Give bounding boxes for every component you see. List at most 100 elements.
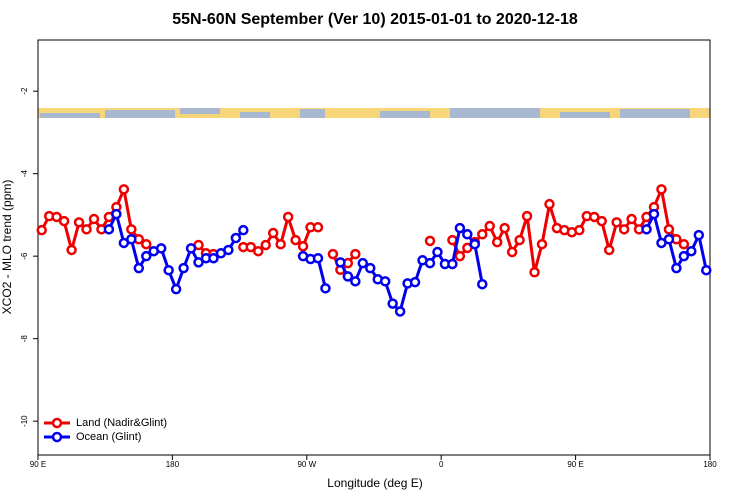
data-point xyxy=(208,252,219,264)
data-point xyxy=(499,222,510,234)
data-point xyxy=(663,224,675,235)
data-point xyxy=(312,252,324,264)
data-point xyxy=(514,234,525,246)
x-tick-label: 180 xyxy=(166,460,180,469)
map-strip xyxy=(38,108,710,118)
data-point xyxy=(454,250,466,262)
data-point xyxy=(185,243,197,254)
data-point xyxy=(320,283,331,294)
data-point xyxy=(447,234,458,246)
data-point xyxy=(447,258,458,270)
data-point xyxy=(379,276,391,287)
x-tick-label: 90 E xyxy=(567,460,583,469)
data-point xyxy=(618,224,630,235)
data-point xyxy=(611,217,622,228)
data-point xyxy=(506,246,518,258)
data-point xyxy=(350,276,361,287)
data-point xyxy=(126,224,137,235)
data-point xyxy=(529,267,540,278)
legend-marker xyxy=(51,417,63,429)
data-point xyxy=(365,262,376,274)
data-point xyxy=(103,224,115,235)
y-tick-label: -6 xyxy=(20,252,29,260)
data-point xyxy=(357,257,369,269)
data-point xyxy=(409,276,421,288)
data-point xyxy=(193,257,204,268)
data-point xyxy=(163,264,174,276)
legend-marker xyxy=(51,431,63,443)
x-tick-label: 180 xyxy=(703,460,717,469)
data-point xyxy=(238,224,249,236)
data-point xyxy=(312,222,324,233)
data-point xyxy=(230,232,242,244)
data-point xyxy=(626,213,637,225)
data-point xyxy=(126,233,137,245)
data-point xyxy=(394,306,406,317)
data-point xyxy=(603,244,615,256)
data-point xyxy=(297,241,309,252)
data-point xyxy=(491,236,503,248)
data-point xyxy=(133,262,145,274)
data-point xyxy=(387,298,398,309)
data-point xyxy=(648,208,660,220)
data-point xyxy=(155,243,167,254)
x-axis-label: Longitude (deg E) xyxy=(327,476,422,490)
y-tick-label: -8 xyxy=(20,335,29,343)
data-point xyxy=(477,229,488,240)
data-point xyxy=(290,234,301,246)
data-point xyxy=(656,184,667,195)
data-point xyxy=(260,239,271,251)
data-point xyxy=(253,245,264,257)
legend-label: Ocean (Glint) xyxy=(76,431,141,443)
data-point xyxy=(282,211,294,223)
data-point xyxy=(663,233,675,245)
y-tick-label: -2 xyxy=(20,87,29,95)
data-point xyxy=(477,278,488,290)
data-point xyxy=(178,262,189,274)
data-point xyxy=(678,238,690,250)
data-point xyxy=(66,244,77,256)
data-point xyxy=(424,235,436,247)
plot-frame xyxy=(37,39,711,456)
legend-label: Land (Nadir&Glint) xyxy=(76,417,167,429)
x-tick-label: 0 xyxy=(439,460,444,469)
data-point xyxy=(432,246,443,258)
data-point xyxy=(88,213,100,225)
data-point xyxy=(671,262,682,274)
data-point xyxy=(469,238,481,250)
y-tick-label: -10 xyxy=(20,415,29,427)
x-tick-label: 90 W xyxy=(297,460,316,469)
data-point xyxy=(141,250,152,262)
data-point xyxy=(73,217,85,228)
data-point xyxy=(141,238,152,250)
data-point xyxy=(342,271,354,282)
data-point xyxy=(424,257,436,269)
data-point xyxy=(484,220,495,232)
data-point xyxy=(223,244,234,256)
data-point xyxy=(327,248,339,260)
data-point xyxy=(462,229,473,240)
data-point xyxy=(596,215,607,227)
data-point xyxy=(589,211,600,223)
data-point xyxy=(693,229,705,241)
y-tick-label: -4 xyxy=(20,170,29,178)
data-point xyxy=(267,227,279,239)
data-point xyxy=(678,250,690,262)
data-point xyxy=(170,283,182,295)
y-axis-label: XCO2 - MLO trend (ppm) xyxy=(0,180,14,315)
data-point xyxy=(350,248,361,260)
data-point xyxy=(111,208,122,220)
data-point xyxy=(521,210,533,222)
data-point xyxy=(118,184,130,195)
data-point xyxy=(536,238,548,250)
data-point xyxy=(335,257,346,268)
data-point xyxy=(245,241,257,253)
data-point xyxy=(51,211,62,223)
data-point xyxy=(686,245,697,257)
data-point xyxy=(701,264,712,276)
data-point xyxy=(275,238,286,250)
data-point xyxy=(58,215,70,227)
data-point xyxy=(454,222,466,234)
data-point xyxy=(36,224,47,236)
